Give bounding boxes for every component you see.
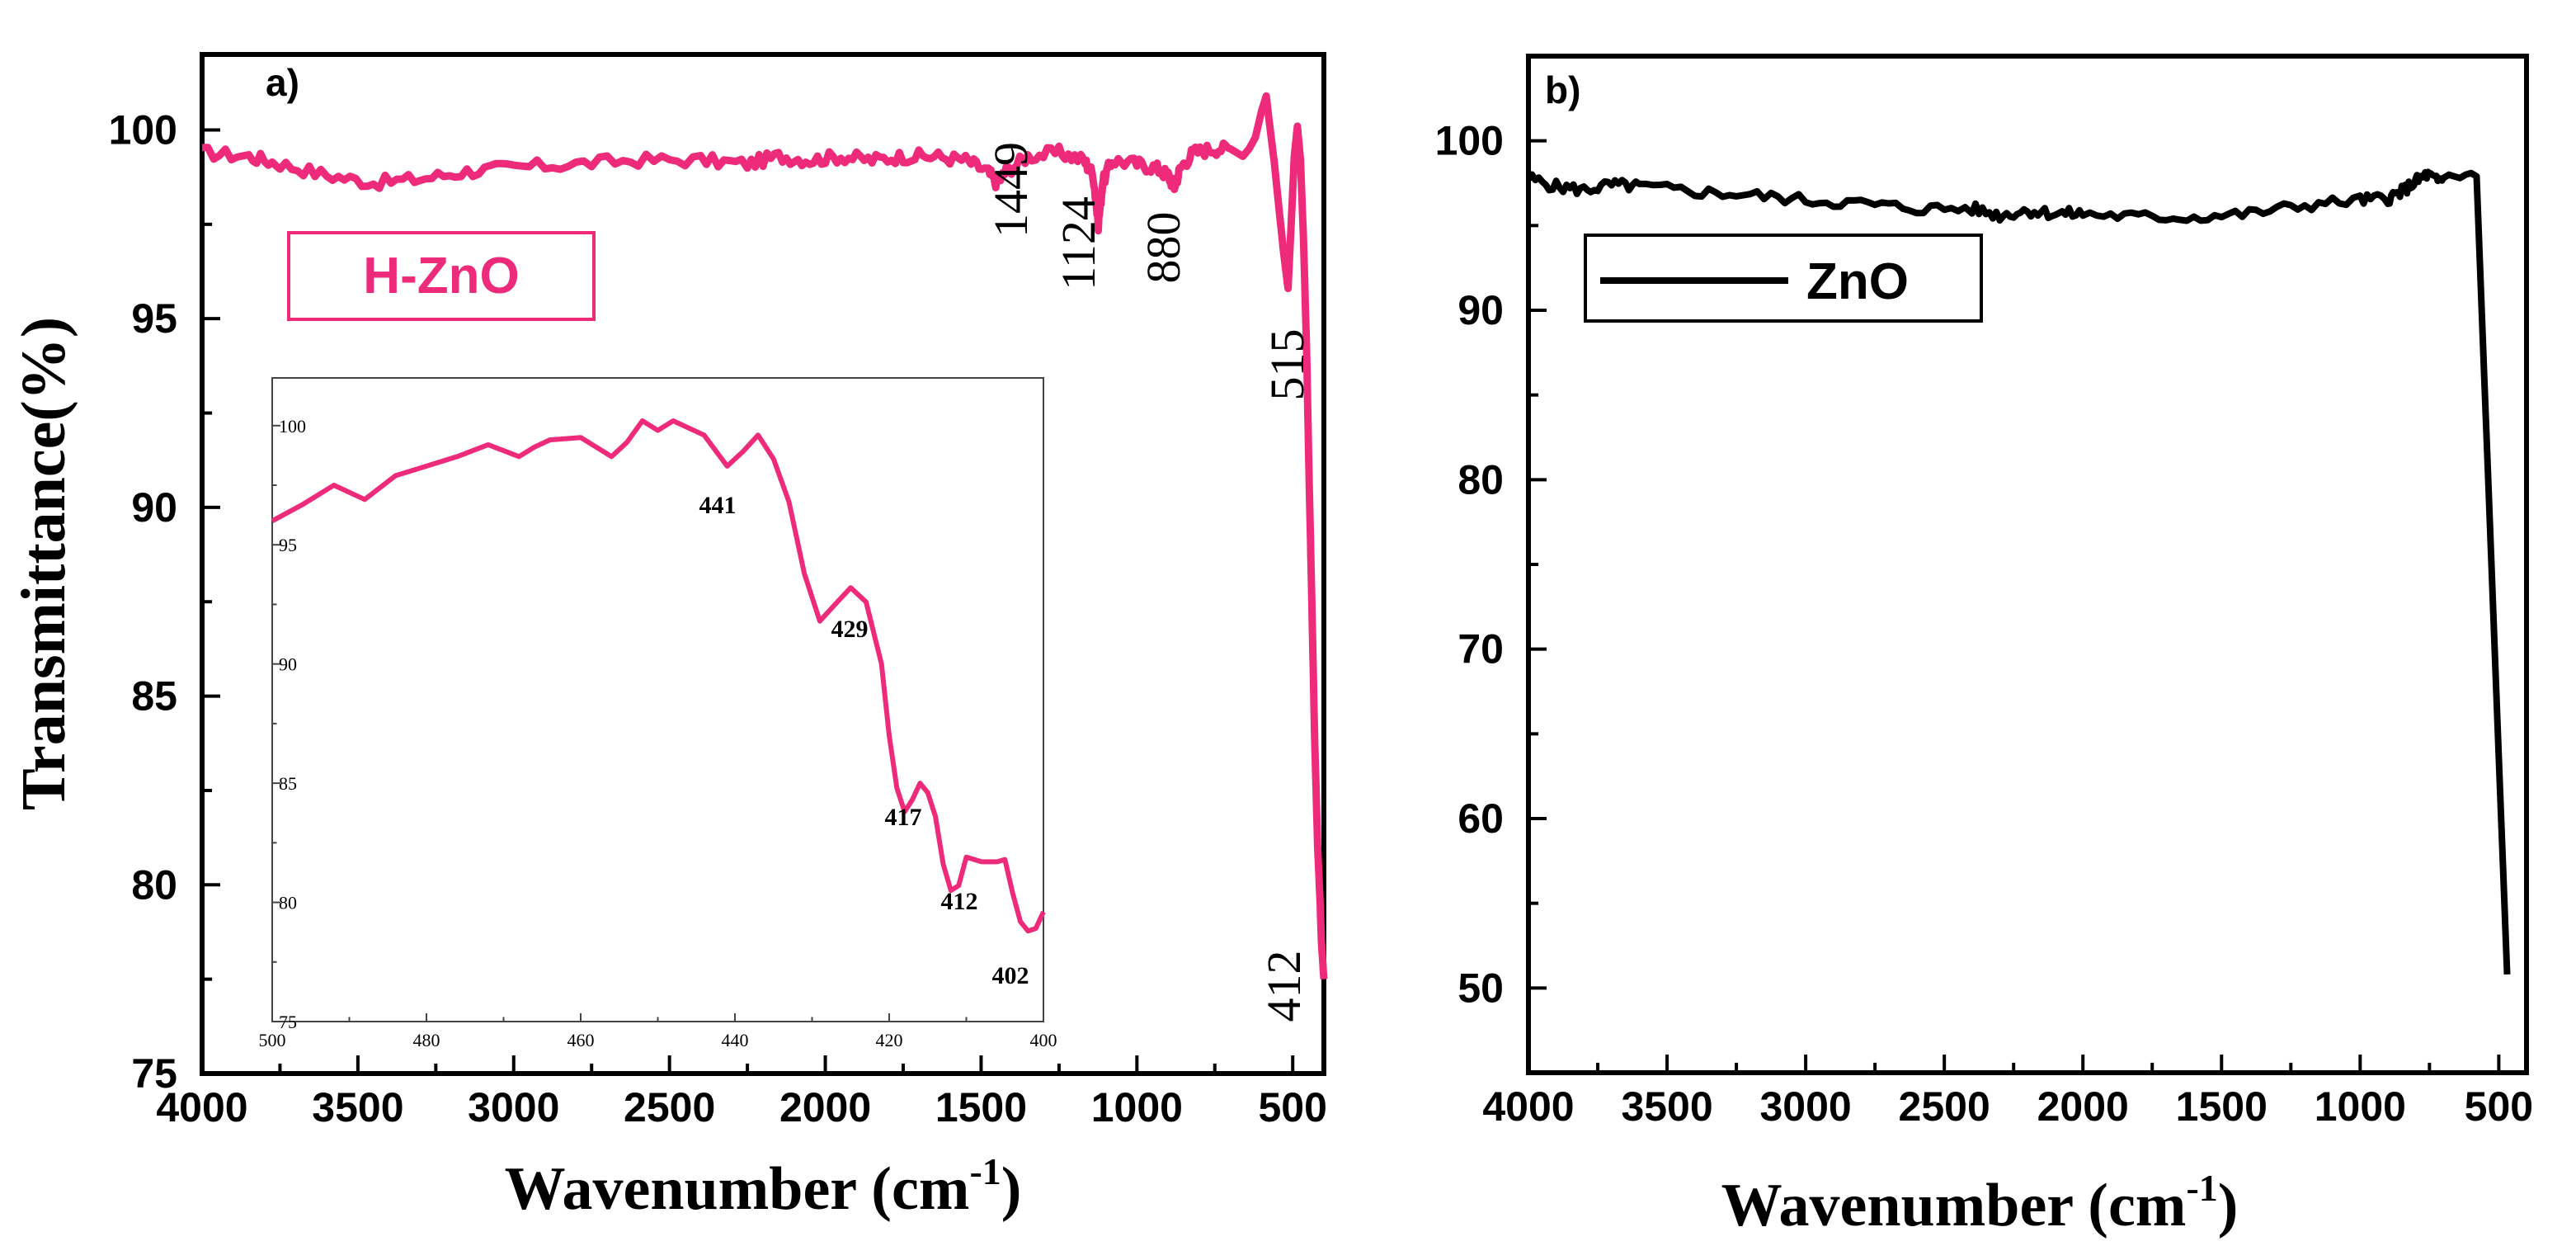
x-axis-title-b-exponent: -1 [2186, 1167, 2217, 1209]
legend-label: H-ZnO [363, 248, 519, 304]
inset-peak-label-412: 412 [941, 888, 978, 915]
peak-label-1124: 1124 [1052, 196, 1105, 290]
x-tick-label: 3000 [468, 1084, 559, 1130]
y-tick-label: 100 [109, 106, 177, 153]
peak-label-880: 880 [1137, 212, 1190, 284]
panel-label-a: a) [266, 61, 299, 104]
legend-label-b: ZnO [1806, 253, 1909, 310]
x-axis-title-main: Wavenumber (cm [505, 1155, 970, 1223]
x-tick-label: 500 [259, 1030, 286, 1050]
y-tick-label: 95 [279, 535, 297, 555]
inset-axis-ticks [271, 424, 1044, 1022]
legend-box [287, 231, 596, 321]
y-tick-label: 75 [279, 1012, 297, 1032]
inset-chart: 75 80 85 90 95 100 500 480 460 440 420 400 441 429… [259, 377, 1057, 1050]
y-tick-label: 60 [1458, 795, 1504, 842]
y-tick-label: 100 [1435, 118, 1504, 164]
x-tick-label: 500 [2465, 1083, 2533, 1130]
x-tick-label: 480 [413, 1030, 440, 1050]
inset-peak-label-402: 402 [992, 962, 1029, 989]
x-tick-labels-b: 4000 3500 3000 2500 2000 1500 1000 500 [1482, 1083, 2533, 1130]
x-axis-title-b-main: Wavenumber (cm [1721, 1172, 2187, 1239]
axis-ticks-b [1527, 139, 2501, 1073]
y-tick-label: 85 [279, 773, 297, 794]
x-tick-label: 2500 [624, 1084, 715, 1130]
x-axis-title-exponent: -1 [969, 1150, 1001, 1192]
panel-b-chart: 50 60 70 80 90 100 4000 3500 3000 2500 2000 1500 10… [1435, 54, 2533, 1239]
y-axis-title: Transmittance(%) [9, 317, 78, 810]
peak-label-515: 515 [1260, 329, 1314, 401]
y-tick-label: 90 [1458, 287, 1504, 333]
peak-label-412: 412 [1257, 951, 1311, 1022]
y-tick-label: 75 [131, 1050, 177, 1097]
x-tick-label: 2500 [1899, 1083, 1990, 1130]
x-tick-label: 500 [1259, 1084, 1327, 1130]
y-tick-label: 90 [131, 484, 177, 531]
inset-x-tick-labels: 500 480 460 440 420 400 [259, 1030, 1057, 1050]
x-tick-labels: 4000 3500 3000 2500 2000 1500 1000 500 [156, 1084, 1327, 1130]
x-tick-label: 3000 [1759, 1083, 1851, 1130]
x-tick-label: 460 [567, 1030, 595, 1050]
y-tick-label: 50 [1458, 965, 1504, 1011]
series-line-zno [1525, 168, 2511, 975]
x-tick-label: 1500 [2176, 1083, 2268, 1130]
peak-label-1449: 1449 [984, 142, 1038, 238]
inset-peak-label-417: 417 [885, 804, 922, 831]
y-tick-label: 95 [131, 295, 177, 342]
y-tick-label: 70 [1458, 626, 1504, 673]
inset-peak-label-429: 429 [831, 616, 869, 643]
axis-ticks [200, 128, 1295, 1075]
legend-b: ZnO [1584, 234, 1983, 323]
x-tick-label: 4000 [156, 1084, 247, 1130]
panel-a-chart: 75 80 85 90 95 100 4000 3500 3000 2500 2000 1500 10… [9, 52, 1328, 1223]
inset-series-line [271, 418, 1046, 934]
x-tick-label: 2000 [779, 1084, 871, 1130]
x-tick-label: 4000 [1482, 1083, 1574, 1130]
y-tick-label: 80 [1458, 456, 1504, 503]
y-tick-label: 80 [279, 893, 297, 913]
x-axis-title-b-close: ) [2218, 1172, 2239, 1239]
x-tick-label: 3500 [312, 1084, 403, 1130]
x-tick-label: 3500 [1621, 1083, 1712, 1130]
y-tick-label: 85 [131, 673, 177, 720]
legend: H-ZnO [287, 231, 596, 321]
y-tick-label: 80 [131, 861, 177, 908]
y-tick-label: 100 [279, 416, 306, 437]
x-axis-title-close: ) [1001, 1155, 1022, 1223]
x-tick-label: 420 [876, 1030, 903, 1050]
y-tick-label: 90 [279, 654, 297, 675]
x-tick-label: 1000 [2315, 1083, 2406, 1130]
plot-frame [200, 52, 1326, 1076]
x-tick-label: 2000 [2037, 1083, 2129, 1130]
x-tick-label: 400 [1030, 1030, 1057, 1050]
y-tick-labels: 75 80 85 90 95 100 [109, 106, 177, 1097]
inset-y-tick-labels: 75 80 85 90 95 100 [279, 416, 306, 1032]
x-tick-label: 1500 [935, 1084, 1027, 1130]
x-axis-title-b: Wavenumber (cm-1) [1721, 1167, 2239, 1239]
inset-frame [271, 377, 1044, 1022]
x-tick-label: 1000 [1091, 1084, 1183, 1130]
inset-peak-label-441: 441 [699, 492, 737, 519]
series-line-h-zno [201, 92, 1328, 981]
y-tick-labels-b: 50 60 70 80 90 100 [1435, 118, 1504, 1012]
panel-label-b: b) [1545, 68, 1580, 111]
x-tick-label: 440 [722, 1030, 749, 1050]
x-axis-title: Wavenumber (cm-1) [505, 1150, 1022, 1223]
